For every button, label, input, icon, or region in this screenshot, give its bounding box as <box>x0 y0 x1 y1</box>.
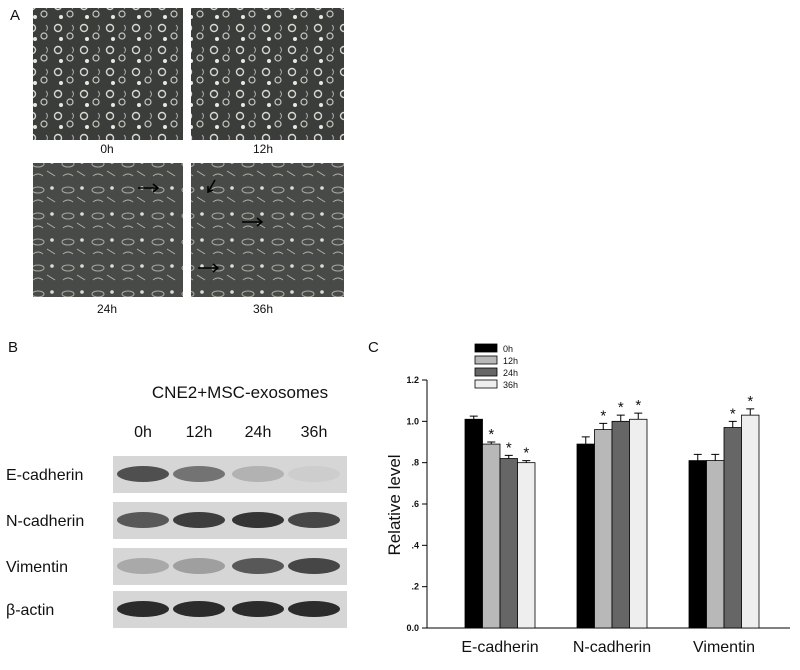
band <box>288 558 340 574</box>
band <box>232 512 284 528</box>
error-bar <box>746 408 755 416</box>
y-tick-label: 1.2 <box>406 375 419 385</box>
bar <box>706 460 725 629</box>
panel-c: C Relative level 0.0 .2 .4 .6 .8 1.0 1.2 E-cadh… <box>368 339 790 656</box>
error-bar <box>469 415 478 420</box>
band <box>232 558 284 574</box>
row-label: E-cadherin <box>6 467 83 484</box>
blot-title: CNE2+MSC-exosomes <box>152 383 328 402</box>
error-bar <box>693 453 702 461</box>
bar <box>464 418 483 629</box>
error-bar <box>616 414 625 422</box>
error-bar <box>522 460 531 463</box>
error-bar <box>487 441 496 445</box>
legend-swatch <box>474 355 498 365</box>
significance-mark: * <box>488 426 494 443</box>
x-tick-label: N-cadherin <box>573 639 651 656</box>
band <box>117 466 169 482</box>
error-bar <box>711 453 720 461</box>
panel-label: B <box>8 339 18 356</box>
lane-label: 36h <box>301 424 328 441</box>
micrograph <box>33 163 183 297</box>
micrograph <box>33 8 183 140</box>
row-label: β-actin <box>6 602 54 619</box>
error-bar <box>504 454 513 459</box>
significance-mark: * <box>600 407 606 424</box>
image-caption: 12h <box>253 142 273 156</box>
band <box>232 466 284 482</box>
western-blot: 0h 12h 24h 36h E-cadherin N-cadherin Vimentin β… <box>6 424 347 628</box>
bar <box>482 443 501 629</box>
band <box>117 512 169 528</box>
image-caption: 0h <box>100 142 113 156</box>
band <box>117 601 169 617</box>
legend-label: 24h <box>503 368 518 378</box>
panel-b: B CNE2+MSC-exosomes 0h 12h 24h 36h E-cadheri… <box>6 339 347 628</box>
legend-swatch <box>474 367 498 377</box>
band <box>173 558 225 574</box>
y-axis-label: Relative level <box>385 454 404 555</box>
image-caption: 24h <box>97 302 117 316</box>
bar <box>594 429 613 629</box>
significance-mark: * <box>747 393 753 410</box>
panel-label: C <box>368 339 379 356</box>
x-tick-label: Vimentin <box>693 639 755 656</box>
bar <box>629 418 648 629</box>
y-tick-label: 1.0 <box>406 416 419 426</box>
panel-a: A 0h 12h 24h 36h <box>10 7 344 316</box>
band <box>232 601 284 617</box>
band <box>288 466 340 482</box>
lane-label: 0h <box>134 424 152 441</box>
row-label: Vimentin <box>6 559 68 576</box>
band <box>173 601 225 617</box>
arrows <box>138 179 264 273</box>
error-bar <box>728 420 737 428</box>
bar <box>517 462 536 629</box>
y-tick-label: .6 <box>411 499 419 509</box>
row-label: N-cadherin <box>6 513 84 530</box>
error-bar <box>634 412 643 420</box>
bar <box>499 458 518 629</box>
band <box>173 512 225 528</box>
micrograph <box>191 8 344 140</box>
lane-label: 12h <box>186 424 213 441</box>
band <box>288 512 340 528</box>
error-bar <box>581 436 590 445</box>
legend-label: 36h <box>503 380 518 390</box>
y-tick-label: .8 <box>411 458 419 468</box>
significance-mark: * <box>506 439 512 456</box>
significance-mark: * <box>523 445 529 462</box>
legend-label: 12h <box>503 356 518 366</box>
legend-swatch <box>474 379 498 389</box>
band <box>288 601 340 617</box>
significance-mark: * <box>635 397 641 414</box>
bar <box>723 427 742 629</box>
y-tick-label: 0.0 <box>406 623 419 633</box>
error-bar <box>599 422 608 430</box>
bar <box>741 414 760 629</box>
legend-label: 0h <box>503 344 513 354</box>
panel-label: A <box>10 7 20 24</box>
significance-mark: * <box>730 405 736 422</box>
y-tick-label: .4 <box>411 540 419 550</box>
band <box>117 558 169 574</box>
bar <box>576 443 595 629</box>
micrograph <box>191 163 344 297</box>
image-caption: 36h <box>253 302 273 316</box>
band <box>173 466 225 482</box>
x-tick-label: E-cadherin <box>461 639 538 656</box>
significance-mark: * <box>618 399 624 416</box>
bar <box>611 420 630 629</box>
legend-swatch <box>474 343 498 353</box>
lane-label: 24h <box>245 424 272 441</box>
y-tick-label: .2 <box>411 582 419 592</box>
bar <box>688 460 707 629</box>
